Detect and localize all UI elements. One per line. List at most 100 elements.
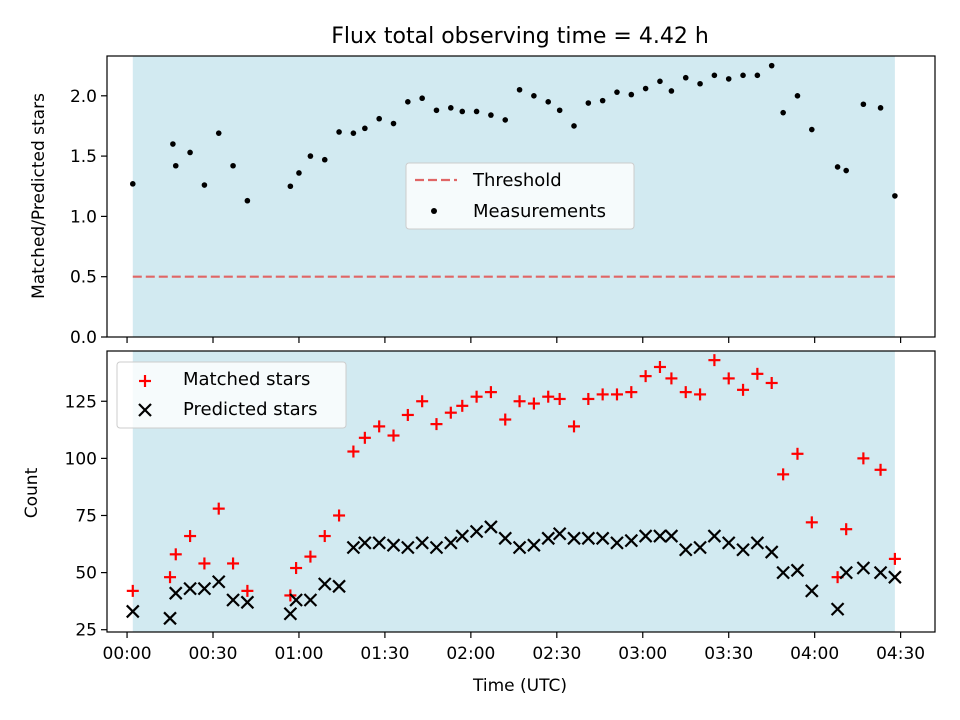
- matched-star-point: [169, 548, 182, 561]
- measurement-point: [725, 76, 732, 82]
- legend-measurements-label: Measurements: [473, 201, 606, 222]
- measurement-point: [187, 149, 193, 156]
- measurement-point: [129, 181, 136, 187]
- measurement-point: [657, 78, 663, 85]
- measurement-point: [307, 153, 314, 159]
- measurement-point: [809, 126, 815, 133]
- predicted-star-point: [678, 542, 693, 557]
- predicted-star-point: [386, 538, 401, 552]
- predicted-star-point: [693, 540, 707, 555]
- measurement-point: [794, 92, 801, 99]
- predicted-star-point: [830, 602, 845, 616]
- matched-star-point: [513, 395, 526, 408]
- matched-star-point: [840, 523, 853, 536]
- matched-star-point: [665, 372, 678, 385]
- matched-star-point: [708, 354, 721, 367]
- predicted-star-point: [512, 540, 527, 555]
- legend-measurements-swatch: [431, 208, 437, 214]
- matched-star-point: [625, 386, 638, 399]
- bottom-legend: Matched stars Predicted stars: [116, 361, 347, 429]
- measurement-point: [754, 72, 761, 79]
- x-tick-label: 02:30: [532, 644, 581, 664]
- measurement-point: [459, 108, 466, 115]
- x-tick-label: 01:30: [360, 644, 409, 664]
- legend-predicted-swatch: [138, 403, 152, 417]
- measurement-point: [172, 162, 179, 169]
- x-tick-label: 00:00: [103, 644, 152, 664]
- top-legend: Threshold Measurements: [405, 162, 635, 230]
- measurement-point: [834, 164, 841, 170]
- predicted-star-point: [610, 536, 624, 550]
- predicted-star-point: [168, 586, 183, 600]
- x-tick-label: 03:30: [704, 644, 753, 664]
- x-tick-label: 00:30: [189, 644, 238, 664]
- measurement-point: [843, 167, 849, 174]
- matched-star-point: [582, 392, 595, 405]
- predicted-star-point: [455, 529, 470, 543]
- measurement-point: [768, 62, 775, 69]
- top-y-ticks: 0.0 0.5 1.0 1.5 2.0: [70, 87, 107, 348]
- matched-star-point: [679, 386, 692, 399]
- matched-star-point: [527, 397, 540, 410]
- y-tick-label: 100: [65, 449, 97, 469]
- y-tick-label: 75: [75, 506, 97, 526]
- y-tick-label: 50: [75, 564, 97, 584]
- top-panel: 0.00.51.01.52.0 Matched/Predicted stars …: [29, 55, 936, 348]
- measurement-point: [296, 170, 302, 176]
- measurement-point: [556, 107, 563, 114]
- predicted-star-point: [126, 604, 140, 619]
- measurement-point: [376, 115, 382, 122]
- x-tick-label: 04:30: [876, 644, 925, 664]
- y-tick-label: 1.0: [70, 207, 97, 227]
- matched-star-point: [184, 530, 197, 543]
- matched-star-point: [499, 413, 512, 426]
- matched-star-point: [857, 452, 870, 465]
- measurement-point: [287, 183, 294, 190]
- matched-star-point: [553, 392, 566, 405]
- measurement-point: [448, 105, 454, 111]
- y-tick-label: 0.5: [70, 268, 97, 288]
- predicted-star-point: [721, 536, 736, 550]
- measurement-point: [170, 141, 176, 147]
- matched-star-point: [777, 468, 790, 481]
- predicted-star-point: [624, 533, 639, 548]
- matched-star-point: [722, 372, 735, 385]
- predicted-star-point: [736, 542, 750, 557]
- matched-star-point: [653, 360, 666, 373]
- matched-star-point: [347, 445, 360, 458]
- matched-star-point: [596, 388, 609, 401]
- predicted-star-point: [289, 593, 303, 607]
- measurement-point: [244, 197, 251, 204]
- matched-star-point: [888, 552, 901, 565]
- y-tick-label: 125: [65, 392, 97, 412]
- legend-matched-swatch: [139, 375, 151, 387]
- bottom-y-ticks: 25 50 75 100 125: [65, 392, 107, 641]
- predicted-star-point: [664, 529, 679, 543]
- y-tick-label: 0.0: [70, 328, 97, 348]
- matched-star-point: [765, 376, 778, 389]
- matched-star-point: [416, 395, 429, 408]
- predicted-star-point: [358, 536, 372, 550]
- x-tick-label: 04:00: [790, 644, 839, 664]
- measurement-point: [585, 100, 592, 106]
- measurement-point: [215, 130, 222, 136]
- measurement-point: [433, 107, 440, 114]
- matched-star-point: [198, 557, 211, 570]
- x-axis-label: Time (UTC): [472, 676, 567, 696]
- matched-star-point: [694, 388, 707, 401]
- measurement-point: [419, 95, 425, 102]
- measurement-point: [599, 97, 606, 104]
- legend-matched-label: Matched stars: [183, 369, 310, 390]
- matched-star-point: [610, 388, 623, 401]
- matched-star-point: [874, 463, 887, 476]
- y-tick-label: 1.5: [70, 147, 97, 167]
- measurement-point: [711, 72, 718, 79]
- bottom-panel: 25 50 75 100 125 00:00 00:30 01:00 01:30 02:00 02…: [22, 350, 936, 696]
- predicted-star-point: [283, 606, 298, 621]
- predicted-star-point: [415, 536, 429, 550]
- matched-star-point: [791, 447, 804, 460]
- matched-star-point: [805, 516, 818, 529]
- predicted-star-point: [444, 536, 458, 550]
- matched-star-point: [401, 408, 414, 421]
- measurement-point: [571, 123, 577, 129]
